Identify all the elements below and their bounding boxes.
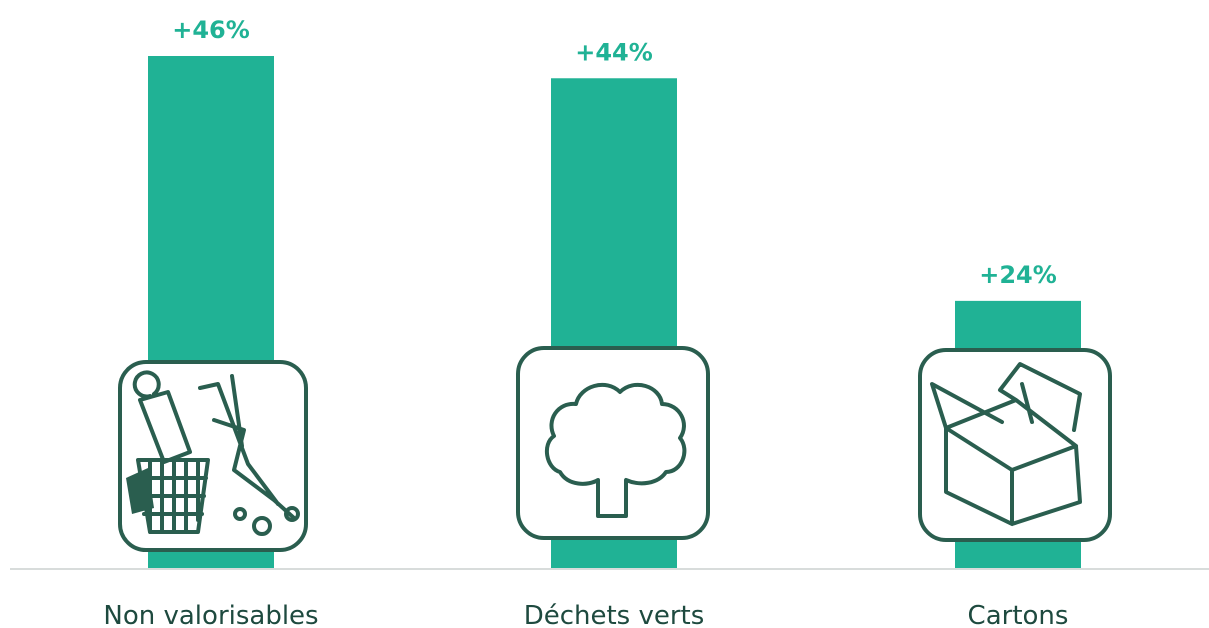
page: {"chart_data": {"type": "bar", "categori… (0, 0, 1209, 628)
category-label: Non valorisables (103, 601, 318, 628)
category-label: Cartons (968, 601, 1069, 628)
icon-dechets-verts (518, 348, 708, 538)
value-label: +44% (575, 38, 653, 66)
value-label: +46% (172, 16, 250, 44)
value-label: +24% (979, 261, 1057, 289)
icon-cartons (920, 350, 1110, 540)
chart: +46% Non valorisables +44% Déchets verts +24… (0, 0, 1209, 628)
icon-non-valorisables (120, 362, 306, 550)
category-label: Déchets verts (524, 601, 705, 628)
